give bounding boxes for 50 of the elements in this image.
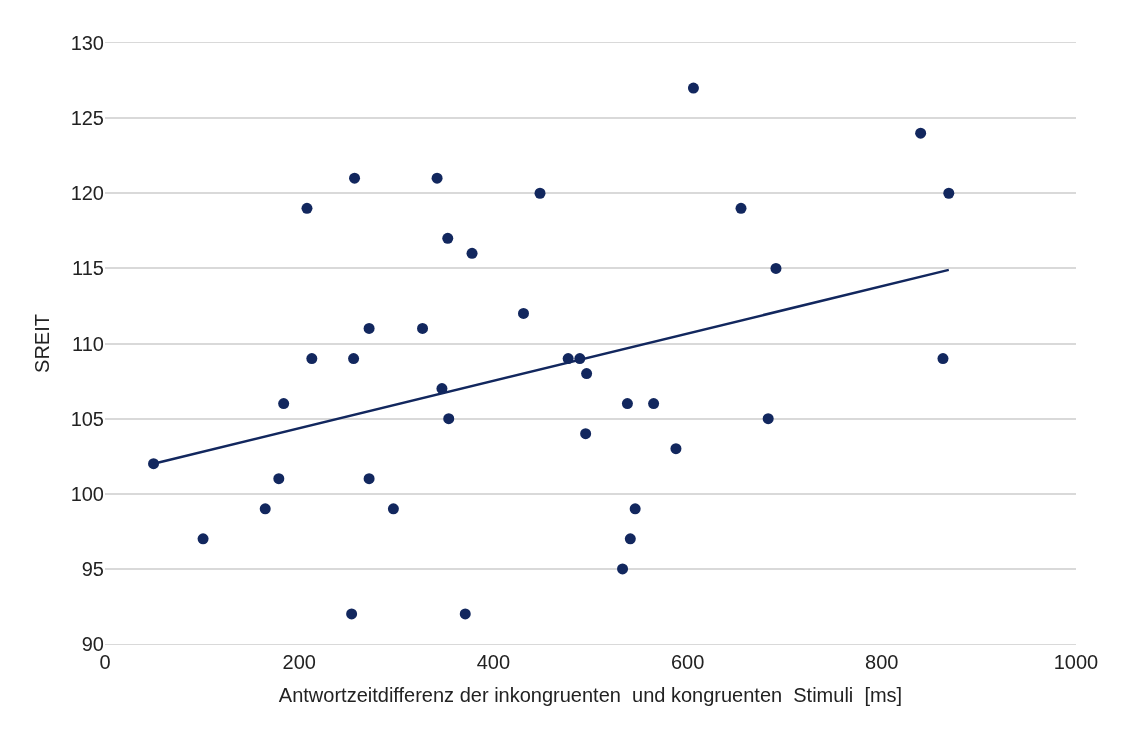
point xyxy=(762,413,774,425)
x-tick-label: 1000 xyxy=(1053,651,1099,673)
y-axis-title: SREIT xyxy=(31,314,54,373)
point xyxy=(459,608,471,620)
y-tick-label: 100 xyxy=(70,482,104,505)
point xyxy=(363,322,375,334)
y-tick-label: 130 xyxy=(70,32,104,54)
point xyxy=(346,608,358,620)
point xyxy=(621,398,633,410)
point xyxy=(349,172,361,184)
point xyxy=(943,187,955,199)
point xyxy=(937,353,949,365)
x-tick-label: 200 xyxy=(282,651,316,673)
point xyxy=(363,473,375,485)
point xyxy=(735,202,747,214)
point xyxy=(518,307,529,319)
y-tick-label: 110 xyxy=(72,332,104,355)
point xyxy=(580,428,592,440)
x-axis-title: Antwortzeitdifferenz der inkongruenten und kongruenten Stimuli [ms] xyxy=(278,683,903,706)
point xyxy=(442,232,454,244)
point xyxy=(648,398,660,410)
point xyxy=(431,172,443,184)
point xyxy=(629,503,641,515)
y-tick-label: 95 xyxy=(81,557,104,580)
point xyxy=(581,368,593,380)
point xyxy=(387,503,399,515)
point xyxy=(687,82,699,94)
point xyxy=(624,533,636,545)
point xyxy=(259,503,271,515)
y-tick-label: 105 xyxy=(70,407,104,430)
point xyxy=(197,533,209,545)
x-tick-label: 800 xyxy=(865,651,899,673)
point xyxy=(273,473,285,485)
point xyxy=(417,322,429,334)
y-tick-label: 120 xyxy=(70,182,104,205)
point xyxy=(534,187,546,199)
point xyxy=(306,353,318,365)
point xyxy=(770,262,782,274)
point xyxy=(443,413,455,425)
point xyxy=(617,563,629,575)
point xyxy=(301,202,313,214)
point xyxy=(466,247,478,259)
x-tick-label: 400 xyxy=(476,651,511,673)
point xyxy=(278,398,290,410)
point xyxy=(670,443,682,455)
point xyxy=(915,127,927,139)
point xyxy=(348,353,360,365)
x-tick-label: 600 xyxy=(670,651,705,673)
y-tick-label: 115 xyxy=(72,257,104,280)
y-tick-label: 125 xyxy=(70,107,104,130)
